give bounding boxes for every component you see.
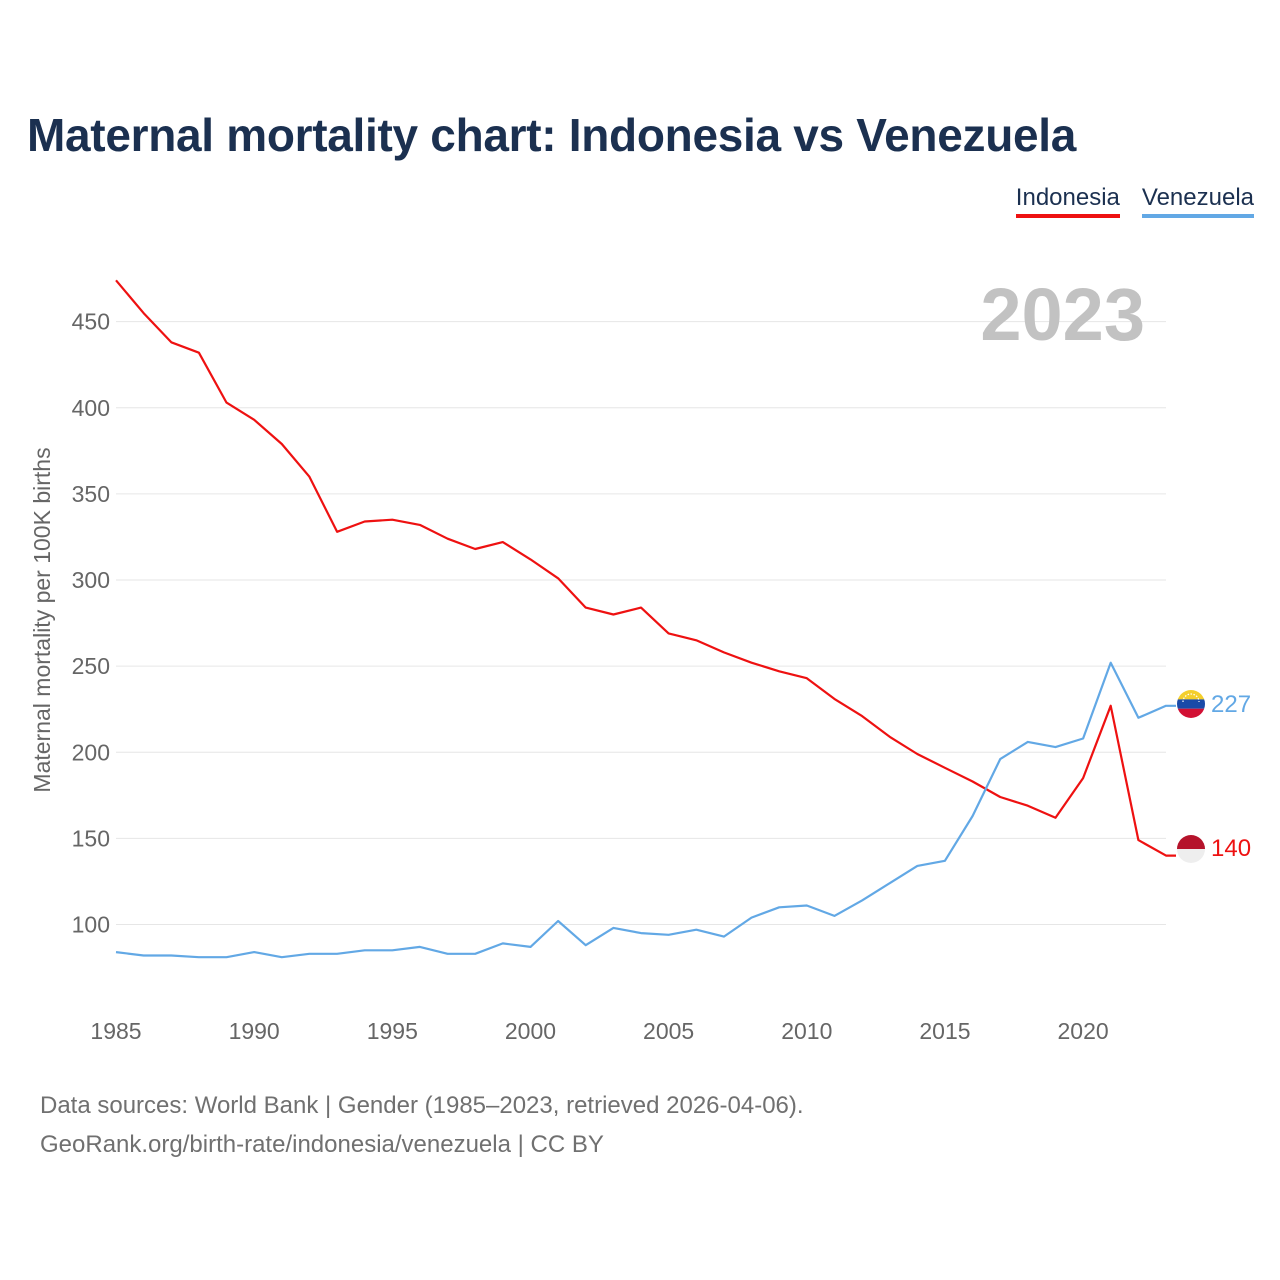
legend-item-venezuela[interactable]: Venezuela (1141, 184, 1254, 218)
y-tick-label-150: 150 (72, 825, 110, 851)
y-tick-label-350: 350 (72, 481, 110, 507)
x-tick-label-2010: 2010 (781, 1018, 832, 1044)
x-tick-label-1985: 1985 (90, 1018, 141, 1044)
series (115, 279, 1176, 959)
y-tick-label-450: 450 (72, 309, 110, 335)
x-tick-label-2020: 2020 (1058, 1018, 1109, 1044)
y-tick-label-100: 100 (72, 911, 110, 937)
x-tick-label-1990: 1990 (229, 1018, 280, 1044)
legend: Indonesia Venezuela (1015, 184, 1254, 218)
y-tick-label-300: 300 (72, 567, 110, 593)
y-tick-label-400: 400 (72, 395, 110, 421)
venezuela-flag-icon (1177, 690, 1205, 718)
indonesia-flag-icon (1177, 835, 1205, 863)
series-line-venezuela[interactable] (115, 661, 1176, 959)
end-value-label-venezuela: 227 (1211, 691, 1251, 718)
series-line-indonesia[interactable] (115, 279, 1176, 857)
source-url-text[interactable]: GeoRank.org/birth-rate/indonesia/venezue… (40, 1131, 604, 1158)
grid (116, 321, 1166, 925)
y-tick-label-200: 200 (72, 739, 110, 765)
chart-title: Maternal mortality chart: Indonesia vs V… (27, 109, 1077, 161)
year-label: 2023 (980, 273, 1145, 356)
y-axis-ticks: 100 150 200 250 300 350 400 450 (72, 309, 110, 938)
footer: Data sources: World Bank | Gender (1985–… (40, 1086, 804, 1164)
y-tick-label-250: 250 (72, 653, 110, 679)
y-axis-label: Maternal mortality per 100K births (29, 447, 55, 792)
legend-item-indonesia[interactable]: Indonesia (1015, 184, 1120, 218)
x-tick-label-2000: 2000 (505, 1018, 556, 1044)
data-source-text: Data sources: World Bank | Gender (1985–… (40, 1092, 804, 1119)
line-chart: 100 150 200 250 300 350 400 450 1985 1990 1995 200… (29, 273, 1251, 1044)
x-axis-ticks: 1985 1990 1995 2000 2005 2010 2015 2020 (90, 1018, 1108, 1044)
x-tick-label-1995: 1995 (367, 1018, 418, 1044)
x-tick-label-2005: 2005 (643, 1018, 694, 1044)
x-tick-label-2015: 2015 (919, 1018, 970, 1044)
end-value-label-indonesia: 140 (1211, 835, 1251, 862)
